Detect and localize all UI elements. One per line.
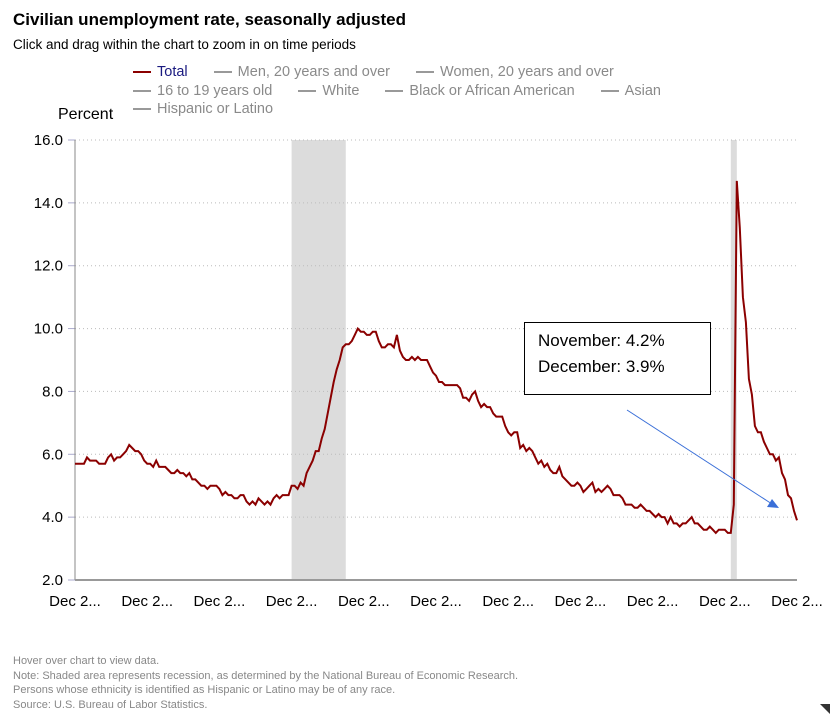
note-hispanic: Persons whose ethnicity is identified as… xyxy=(13,684,396,697)
y-tick-label: 2.0 xyxy=(42,572,63,589)
legend-label: Black or African American xyxy=(409,82,575,99)
annotation-december: December: 3.9% xyxy=(538,357,665,376)
recession-shade xyxy=(291,140,346,580)
legend-label: Women, 20 years and over xyxy=(440,64,614,80)
legend: Total Men, 20 years and over Women, 20 y… xyxy=(133,63,753,119)
legend-swatch xyxy=(133,89,151,92)
y-tick-label: 4.0 xyxy=(42,509,63,526)
x-tick-label: Dec 2... xyxy=(482,593,534,610)
y-tick-label: 8.0 xyxy=(42,383,63,400)
legend-item-total[interactable]: Total xyxy=(133,64,188,80)
legend-swatch xyxy=(385,89,404,92)
notes: Hover over chart to view data. Note: Sha… xyxy=(13,654,518,713)
x-tick-label: Dec 2... xyxy=(266,593,318,610)
arrow-head-icon xyxy=(767,499,779,508)
legend-item-men[interactable]: Men, 20 years and over xyxy=(213,64,391,80)
legend-label: Men, 20 years and over xyxy=(237,64,391,80)
x-tick-label: Dec 2... xyxy=(338,593,390,610)
legend-swatch xyxy=(600,89,619,92)
x-tick-label: Dec 2... xyxy=(121,593,173,610)
legend-label: White xyxy=(322,82,360,99)
y-axis-label: Percent xyxy=(58,106,114,123)
legend-swatch xyxy=(213,71,232,74)
note-hover: Hover over chart to view data. xyxy=(13,655,160,667)
recession-shade xyxy=(730,140,737,580)
x-tick-label: Dec 2... xyxy=(49,593,101,610)
legend-swatch xyxy=(133,71,151,74)
chart-title: Civilian unemployment rate, seasonally a… xyxy=(13,10,407,29)
x-tick-label: Dec 2... xyxy=(194,593,246,610)
y-tick-label: 6.0 xyxy=(42,446,63,463)
legend-swatch xyxy=(133,108,151,111)
note-recession: Note: Shaded area represents recession, … xyxy=(13,669,519,682)
y-tick-label: 12.0 xyxy=(34,258,63,275)
legend-item-women[interactable]: Women, 20 years and over xyxy=(416,64,614,80)
legend-swatch xyxy=(298,89,317,92)
resize-handle-icon xyxy=(820,704,830,714)
legend-item-teens[interactable]: 16 to 19 years old xyxy=(133,83,272,99)
legend-label: 16 to 19 years old xyxy=(157,82,273,99)
y-tick-label: 10.0 xyxy=(34,321,63,338)
legend-item-hispanic[interactable]: Hispanic or Latino xyxy=(133,101,273,117)
legend-swatch xyxy=(416,71,435,74)
legend-item-white[interactable]: White xyxy=(298,83,359,99)
annotation-box: November: 4.2% December: 3.9% xyxy=(524,322,711,395)
legend-label: Asian xyxy=(624,82,661,99)
x-tick-label: Dec 2... xyxy=(699,593,751,610)
x-tick-label: Dec 2... xyxy=(627,593,679,610)
x-tick-label: Dec 2... xyxy=(410,593,462,610)
x-tick-label: Dec 2... xyxy=(555,593,607,610)
annotation-arrow xyxy=(626,409,773,505)
chart-subtitle: Click and drag within the chart to zoom … xyxy=(13,37,356,52)
annotation-november: November: 4.2% xyxy=(538,331,665,350)
legend-item-asian[interactable]: Asian xyxy=(600,82,661,99)
y-tick-label: 14.0 xyxy=(34,195,63,212)
legend-item-black[interactable]: Black or African American xyxy=(385,82,575,99)
series-line-total xyxy=(75,180,798,535)
legend-label: Total xyxy=(157,64,188,80)
y-tick-label: 16.0 xyxy=(34,132,63,149)
x-tick-label: Dec 2... xyxy=(771,593,823,610)
note-source: Source: U.S. Bureau of Labor Statistics. xyxy=(13,699,208,712)
legend-label: Hispanic or Latino xyxy=(157,101,274,117)
